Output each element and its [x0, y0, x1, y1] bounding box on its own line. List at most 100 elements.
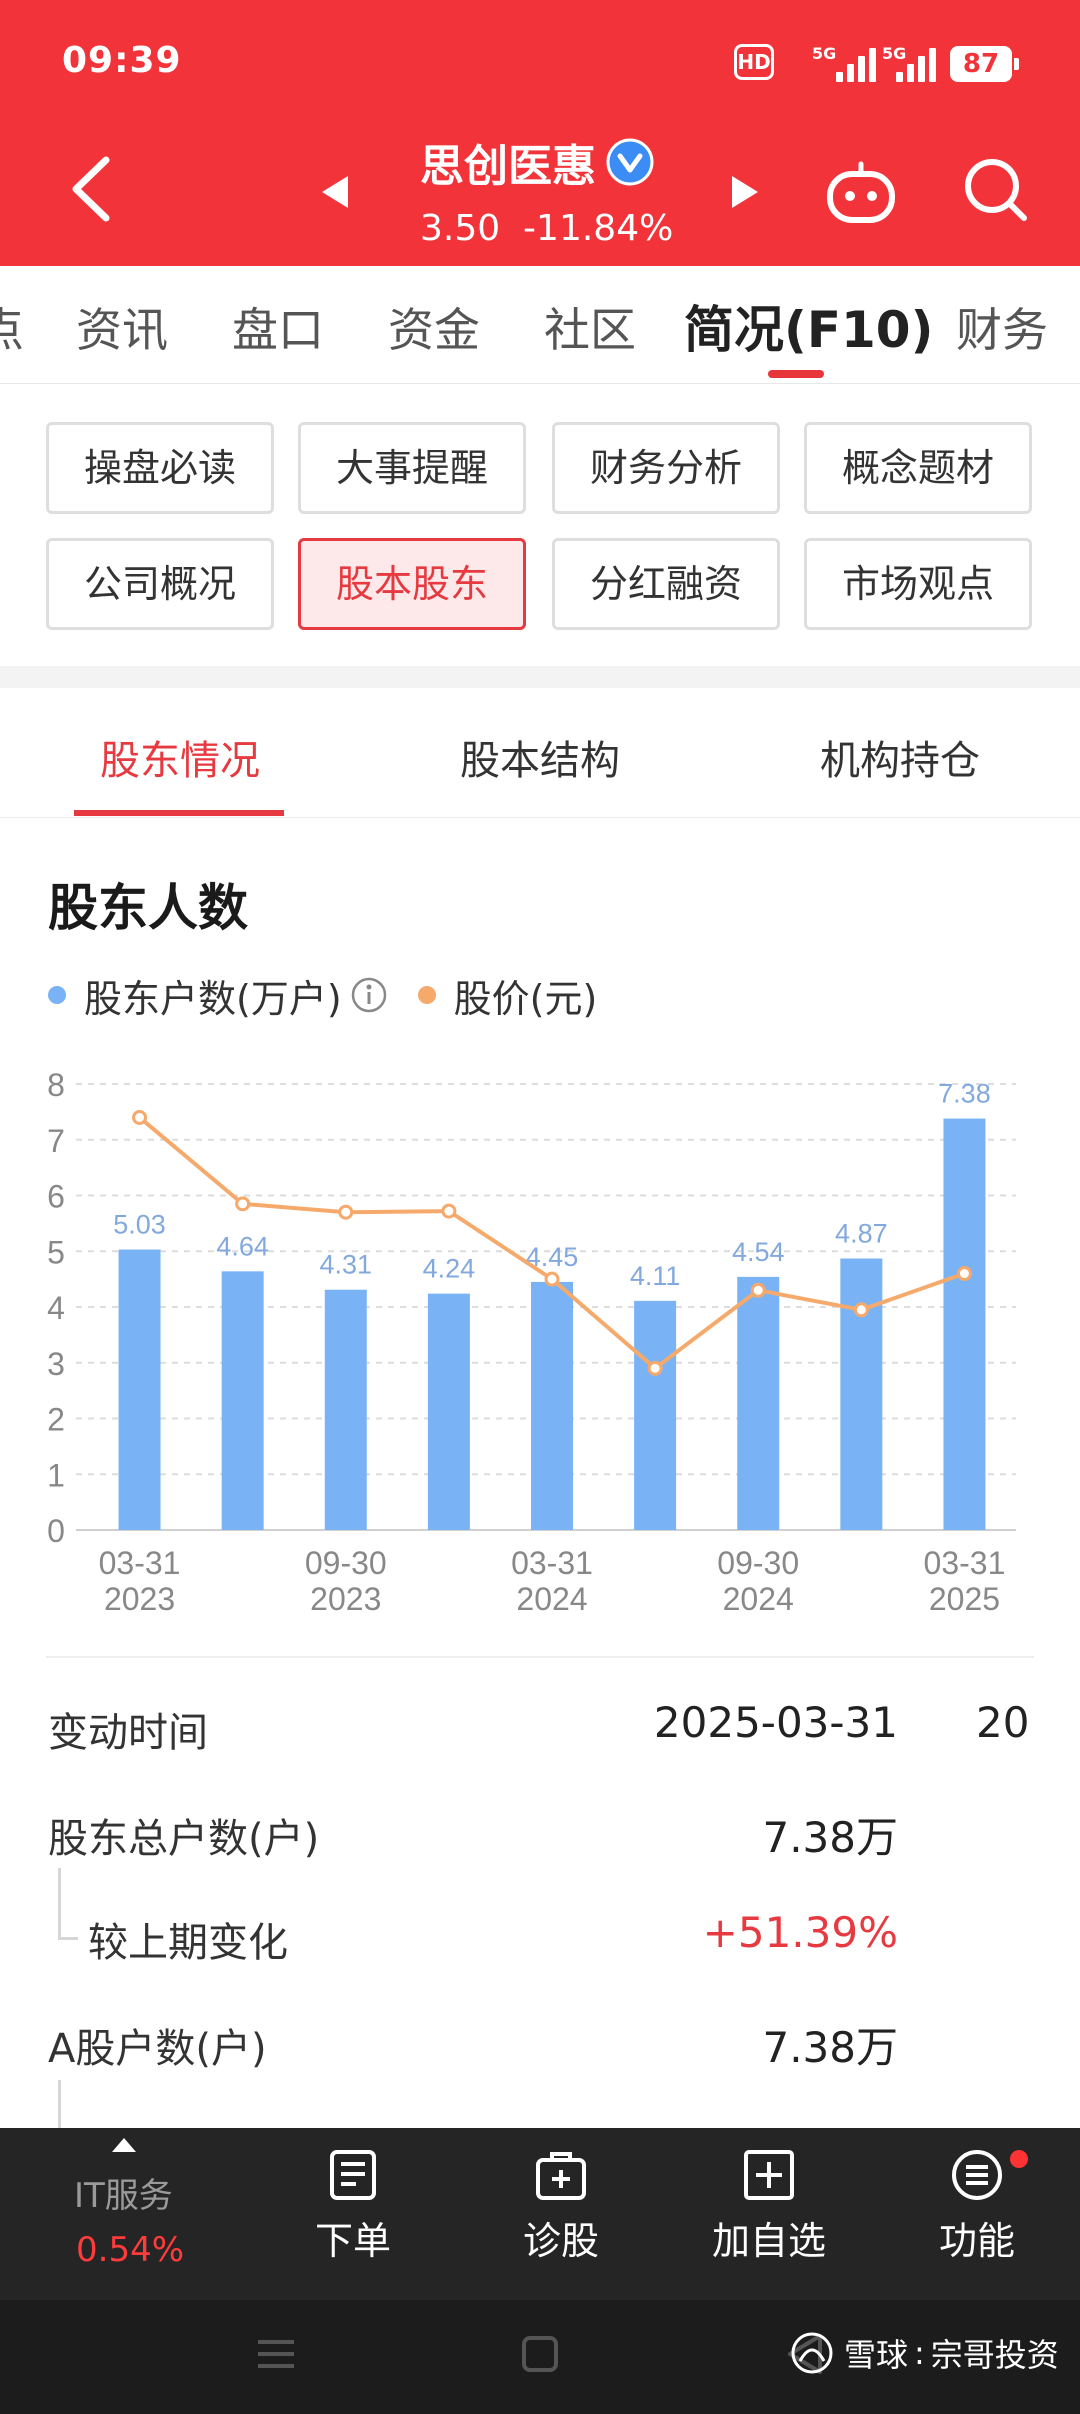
network-type-2: 5G: [882, 44, 907, 63]
x-tick-year-label: 2023: [104, 1581, 175, 1617]
stock-change: -11.84%: [523, 208, 674, 249]
x-tick-label: 09-30: [305, 1545, 387, 1581]
sector-name: IT服务: [74, 2176, 173, 2216]
stock-header: 09:39 HD 5G 5G 87 思创医惠 3.50 -11.84%: [0, 0, 1080, 266]
tab-orderbook[interactable]: 盘口: [232, 303, 324, 357]
search-button[interactable]: [962, 156, 1030, 224]
sub-button-events[interactable]: 大事提醒: [298, 422, 526, 514]
holder-count-bar: [531, 1281, 573, 1530]
tab-institutional-holdings[interactable]: 机构持仓: [820, 738, 980, 784]
caret-up-icon: [112, 2138, 136, 2152]
order-button[interactable]: 下单: [248, 2128, 458, 2300]
y-tick-label: 2: [47, 1402, 65, 1438]
search-icon: [965, 159, 1027, 221]
date-value-next: 20: [976, 1698, 1030, 1747]
price-point: [235, 1196, 251, 1212]
legend-label-holders: 股东户数(万户): [84, 976, 342, 1021]
triangle-left-icon: [322, 176, 348, 208]
holder-count-bar: [427, 1293, 470, 1530]
stock-name: 思创医惠: [420, 141, 596, 192]
sub-button-financial-analysis[interactable]: 财务分析: [552, 422, 780, 514]
sector-indicator[interactable]: IT服务 0.54%: [40, 2128, 210, 2300]
functions-button[interactable]: 功能: [872, 2128, 1080, 2300]
add-watchlist-button[interactable]: 加自选: [664, 2128, 874, 2300]
tab-funds[interactable]: 资金: [388, 303, 480, 357]
chart-divider: [46, 1656, 1034, 1658]
section-separator: [0, 666, 1080, 688]
sub-button-dividends[interactable]: 分红融资: [552, 538, 780, 630]
holder-count-bar: [221, 1271, 264, 1530]
total-holders-label: 股东总户数(户): [48, 1816, 320, 1862]
tree-connector-2: [58, 2080, 61, 2128]
sub-button-company-profile[interactable]: 公司概况: [46, 538, 274, 630]
x-tick-label: 09-30: [717, 1545, 799, 1581]
y-tick-label: 0: [47, 1513, 65, 1549]
prev-stock-button[interactable]: [318, 172, 352, 212]
sub-button-shareholders[interactable]: 股本股东: [298, 538, 526, 630]
chart-title: 股东人数: [48, 879, 248, 937]
price-point: [338, 1204, 354, 1220]
price-point: [544, 1271, 560, 1287]
back-button[interactable]: [66, 154, 114, 224]
legend-item-holders: 股东户数(万户): [48, 968, 388, 1023]
tab-share-structure[interactable]: 股本结构: [460, 738, 620, 784]
tab-shareholder-status[interactable]: 股东情况: [100, 738, 260, 784]
square-icon: [522, 2336, 558, 2372]
section-tab-indicator: [74, 810, 284, 816]
legend-dot-holders: [48, 986, 66, 1004]
price-point: [647, 1360, 663, 1376]
bar-value-label: 4.11: [630, 1261, 681, 1291]
shareholder-tab-bar: 股东情况 股本结构 机构持仓: [0, 688, 1080, 818]
recent-apps-button[interactable]: [246, 2324, 306, 2384]
sub-button-concepts[interactable]: 概念题材: [804, 422, 1032, 514]
tab-financials[interactable]: 财务: [956, 303, 1048, 357]
watermark-author: 宗哥投资: [930, 2336, 1059, 2374]
xueqiu-watermark: 雪球 : 宗哥投资: [790, 2330, 1059, 2376]
price-point: [853, 1302, 869, 1318]
f10-sub-menu: 操盘必读 大事提醒 财务分析 概念题材 公司概况 股本股东 分红融资 市场观点: [0, 384, 1080, 666]
robot-icon: [827, 161, 895, 223]
bar-value-label: 4.54: [732, 1237, 785, 1267]
legend-label-price: 股价(元): [453, 976, 598, 1021]
network-type-1: 5G: [812, 44, 837, 63]
price-point: [750, 1282, 766, 1298]
chart-legend: 股东户数(万户) 股价(元): [48, 968, 627, 1022]
info-icon[interactable]: [350, 976, 388, 1014]
tab-quote[interactable]: 点: [0, 294, 24, 360]
signal-icon-1: [836, 48, 880, 82]
verified-icon: [606, 138, 654, 186]
sub-button-trading-guide[interactable]: 操盘必读: [46, 422, 274, 514]
date-label: 变动时间: [48, 1710, 208, 1756]
system-navigation-bar: 雪球 : 宗哥投资: [0, 2300, 1080, 2414]
bar-value-label: 4.64: [216, 1231, 269, 1261]
ai-assistant-button[interactable]: [824, 160, 898, 226]
y-tick-label: 6: [47, 1179, 65, 1215]
bar-value-labels: 5.034.644.31 4.24 4.454.114.544.877.38: [113, 1079, 990, 1291]
tab-f10-overview[interactable]: 简况(F10): [684, 301, 934, 359]
notification-dot: [1010, 2150, 1028, 2168]
status-time: 09:39: [62, 40, 182, 81]
menu-lines-icon: [258, 2340, 294, 2368]
stock-quote: 3.50 -11.84%: [420, 208, 673, 249]
tab-community[interactable]: 社区: [544, 303, 636, 357]
watermark-separator: :: [914, 2334, 925, 2372]
signal-icon-2: [896, 48, 940, 82]
stock-title: 思创医惠: [420, 132, 654, 192]
x-tick-label: 03-31: [511, 1545, 593, 1581]
sub-button-market-views[interactable]: 市场观点: [804, 538, 1032, 630]
battery-icon: 87: [950, 46, 1019, 82]
watermark-brand: 雪球: [844, 2336, 909, 2374]
holder-count-bar: [943, 1118, 986, 1530]
y-tick-label: 4: [47, 1290, 65, 1326]
a-share-holders-label: A股户数(户): [48, 2026, 267, 2072]
next-stock-button[interactable]: [728, 172, 762, 212]
triangle-right-icon: [732, 176, 758, 208]
tab-news[interactable]: 资讯: [76, 303, 168, 357]
diagnose-button[interactable]: 诊股: [456, 2128, 666, 2300]
a-share-holders-value: 7.38万: [762, 2023, 898, 2072]
holder-count-bar: [737, 1276, 780, 1530]
bar-value-label: 4.24: [423, 1254, 476, 1284]
home-button[interactable]: [510, 2324, 570, 2384]
bottom-action-bar: IT服务 0.54% 下单 诊股 加自选: [0, 2128, 1080, 2300]
y-tick-label: 5: [47, 1234, 65, 1270]
